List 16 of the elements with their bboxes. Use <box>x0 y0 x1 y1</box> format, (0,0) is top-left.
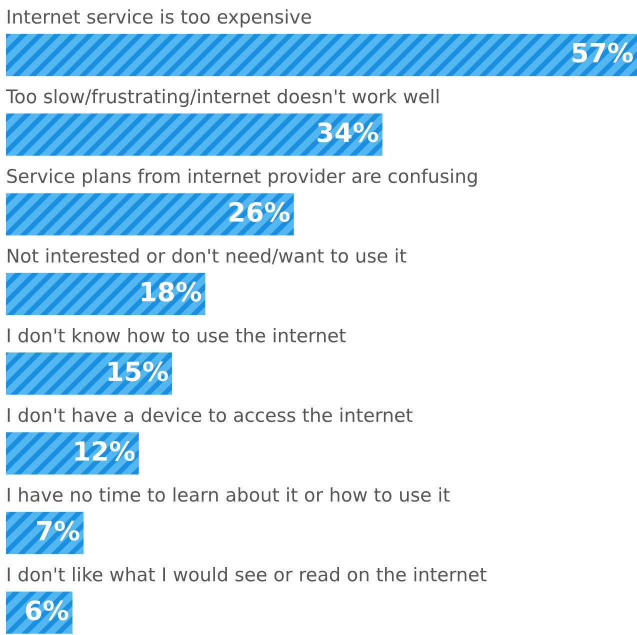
data-label: 26% <box>229 202 290 222</box>
y-tick-label: Internet service is too expensive <box>8 9 311 28</box>
data-label: 34% <box>318 122 378 142</box>
y-tick-label: Too slow/frustrating/internet doesn't work well <box>6 88 438 108</box>
data-label: 15% <box>108 361 168 382</box>
y-tick-label: Not interested or don't need/want to use it <box>8 248 406 264</box>
y-tick-label: I don't have a device to access the internet <box>8 408 413 422</box>
y-tick-label: I don't like what I would see or read on the internet <box>8 566 486 582</box>
y-tick-label: I don't know how to use the internet <box>8 328 346 342</box>
data-label: 7% <box>37 520 80 541</box>
y-tick-label: Service plans from internet provider are confusing <box>7 168 477 187</box>
data-label: 12% <box>75 441 135 461</box>
data-label: 18% <box>142 282 202 302</box>
data-label: 57% <box>572 42 633 63</box>
data-label: 6% <box>26 600 68 620</box>
y-tick-label: I have no time to learn about it or how to use it <box>8 487 450 502</box>
